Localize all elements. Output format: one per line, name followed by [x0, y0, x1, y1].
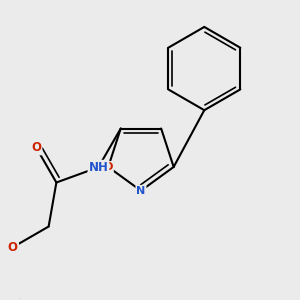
Text: NH: NH: [88, 161, 108, 174]
Text: O: O: [103, 162, 113, 172]
Text: O: O: [7, 241, 17, 254]
Text: N: N: [136, 186, 146, 196]
Text: O: O: [32, 141, 41, 154]
